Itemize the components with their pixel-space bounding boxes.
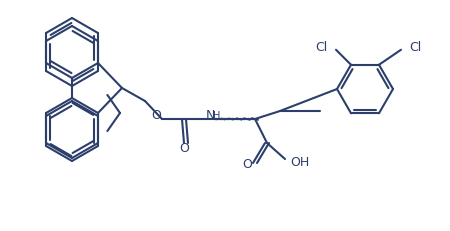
Text: Cl: Cl (409, 41, 421, 54)
Text: O: O (151, 109, 161, 122)
Text: H: H (213, 110, 220, 121)
Text: N: N (205, 109, 215, 122)
Text: OH: OH (290, 156, 309, 169)
Text: Cl: Cl (316, 41, 328, 54)
Text: O: O (242, 157, 252, 170)
Text: O: O (179, 142, 189, 155)
